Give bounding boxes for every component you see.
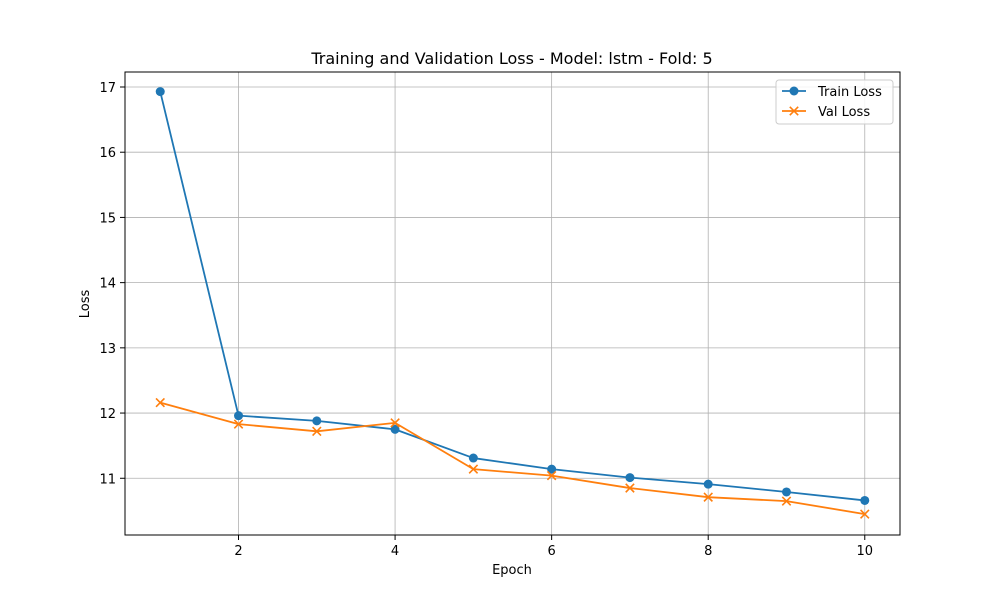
series-0 [155, 87, 870, 505]
data-point [860, 495, 870, 505]
data-point [233, 419, 244, 429]
y-tick-label: 11 [99, 472, 116, 487]
plot-frame [124, 71, 901, 536]
x-marker-stroke [390, 418, 400, 428]
legend-item: Val Loss [782, 105, 870, 120]
x-tick-label: 2 [234, 544, 242, 559]
series-line [159, 401, 865, 516]
x-axis-label: Epoch [492, 563, 532, 578]
x-tick-label: 10 [856, 544, 873, 559]
x-marker-stroke [546, 470, 557, 481]
x-marker-stroke [625, 483, 635, 493]
data-point [546, 470, 557, 481]
x-marker-stroke [233, 419, 244, 429]
legend-label: Val Loss [818, 105, 870, 120]
y-axis-label: Loss [78, 290, 93, 319]
data-point [703, 492, 713, 502]
grid [125, 72, 900, 535]
data-point [703, 479, 713, 489]
x-tick-label: 6 [548, 544, 556, 559]
data-point [390, 424, 400, 434]
x-marker-stroke [312, 426, 322, 437]
data-point [547, 464, 557, 474]
series-layer [155, 87, 870, 519]
legend: Train Loss Val Loss [775, 79, 894, 125]
x-tick-label: 8 [704, 544, 712, 559]
data-point [312, 426, 322, 437]
data-point [468, 453, 478, 463]
data-point [781, 487, 791, 497]
y-tick-label: 17 [99, 81, 116, 96]
x-tick-label: 4 [391, 544, 399, 559]
x-marker-stroke [468, 464, 479, 474]
data-point [234, 411, 244, 421]
series-1 [155, 397, 870, 519]
data-point [312, 416, 322, 426]
data-point [155, 397, 165, 408]
data-point [155, 87, 165, 97]
data-point [860, 509, 870, 519]
legend-marker [789, 86, 799, 96]
y-tick-label: 16 [99, 146, 116, 161]
ticks: 2 4 6 8 10 11 12 13 14 15 16 17 [99, 81, 873, 559]
legend-item: Train Loss [782, 85, 882, 100]
x-marker-stroke [155, 397, 165, 408]
x-marker-stroke [781, 496, 792, 506]
x-marker-stroke [789, 106, 799, 116]
x-marker-stroke [703, 492, 713, 502]
chart-title: Training and Validation Loss - Model: ls… [310, 49, 712, 68]
legend-marker [789, 106, 799, 116]
legend-label: Train Loss [817, 85, 882, 100]
data-point [781, 496, 792, 506]
data-point [390, 418, 400, 428]
data-point [625, 483, 635, 493]
x-marker-stroke [860, 509, 870, 519]
series-line [159, 91, 865, 502]
data-point [625, 473, 635, 483]
y-tick-label: 13 [99, 342, 116, 357]
y-tick-label: 14 [99, 277, 116, 292]
y-tick-label: 15 [99, 211, 116, 226]
data-point [468, 464, 479, 474]
y-tick-label: 12 [99, 407, 116, 422]
